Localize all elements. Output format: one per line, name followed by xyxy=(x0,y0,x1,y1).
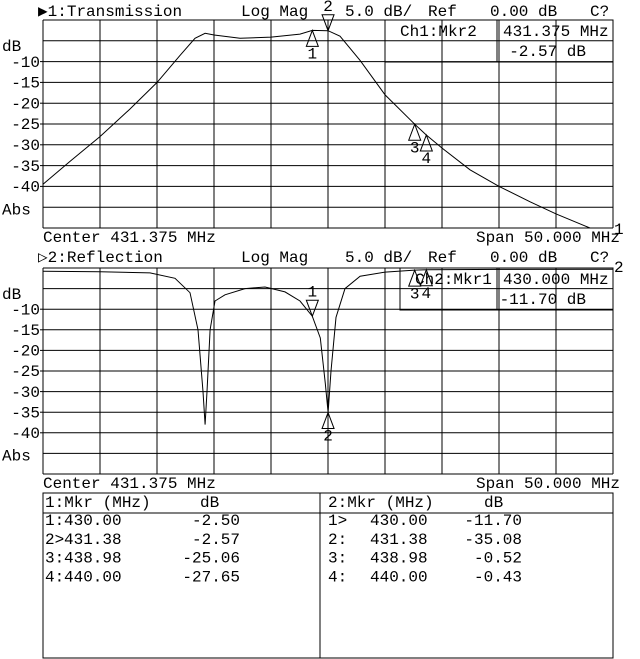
center-label: Center 431.375 MHz xyxy=(43,475,216,493)
header-format: Log Mag xyxy=(241,249,308,267)
y-tick-label: -40 xyxy=(11,179,40,197)
marker-label: 3 xyxy=(410,285,420,303)
table-cell: -35.08 xyxy=(464,531,522,549)
marker xyxy=(419,268,434,287)
table-cell: -2.50 xyxy=(192,512,240,530)
table-cell: 3: xyxy=(45,550,64,568)
y-tick-label: -30 xyxy=(11,137,40,155)
header-ref-value: 0.00 dB xyxy=(490,249,557,267)
y-tick-label: -35 xyxy=(11,404,40,422)
header-title: ▷2:Reflection xyxy=(38,249,163,267)
y-tick-label: -25 xyxy=(11,116,40,134)
marker xyxy=(321,411,335,430)
marker-label: 3 xyxy=(410,139,420,157)
table-cell: 431.38 xyxy=(370,531,428,549)
header-ref-value: 0.00 dB xyxy=(490,3,557,21)
table-cell: -0.43 xyxy=(474,568,522,586)
header-title: ▶1:Transmission xyxy=(38,3,182,21)
marker xyxy=(305,28,320,47)
marker-label: 4 xyxy=(422,285,432,303)
y-tick-label: -15 xyxy=(11,75,40,93)
table-cell: 2: xyxy=(328,531,347,549)
marker xyxy=(321,14,335,33)
marker-label: 2 xyxy=(323,428,333,446)
readout-x: 430.000 MHz xyxy=(503,271,609,289)
y-label: dB xyxy=(2,38,21,56)
marker-label: 1 xyxy=(308,283,318,301)
table-header: 2:Mkr (MHz) xyxy=(328,494,434,512)
readout-x: 431.375 MHz xyxy=(503,23,609,41)
marker-label: 1 xyxy=(308,46,318,64)
table-cell: 430.00 xyxy=(64,512,122,530)
y-unit-label: Abs xyxy=(2,448,31,466)
y-tick-label: -20 xyxy=(11,343,40,361)
readout-marker: Ch1:Mkr2 xyxy=(400,23,477,41)
y-tick-label: -10 xyxy=(11,54,40,72)
table-cell: -2.57 xyxy=(192,531,240,549)
table-cell: 3: xyxy=(328,550,347,568)
y-tick-label: -35 xyxy=(11,158,40,176)
table-header: dB xyxy=(200,494,219,512)
y-tick-label: -25 xyxy=(11,363,40,381)
y-tick-label: -15 xyxy=(11,322,40,340)
header-scale: 5.0 dB/ xyxy=(345,3,412,21)
span-label: Span 50.000 MHz xyxy=(476,229,620,247)
table-cell: 1: xyxy=(45,512,64,530)
readout-value: -11.70 dB xyxy=(500,291,586,309)
table-cell: -11.70 xyxy=(464,512,522,530)
table-cell: 2> xyxy=(45,531,64,549)
center-label: Center 431.375 MHz xyxy=(43,229,216,247)
marker-label: 4 xyxy=(422,150,432,168)
table-cell: 440.00 xyxy=(64,568,122,586)
table-cell: 438.98 xyxy=(64,550,122,568)
readout-box xyxy=(399,267,614,311)
y-tick-label: -20 xyxy=(11,95,40,113)
table-header: 1:Mkr (MHz) xyxy=(45,494,151,512)
marker-label: 2 xyxy=(323,0,333,16)
table-cell: 431.38 xyxy=(64,531,122,549)
y-tick-label: -40 xyxy=(11,425,40,443)
table-frame xyxy=(42,492,614,659)
table-cell: 430.00 xyxy=(370,512,428,530)
table-cell: 438.98 xyxy=(370,550,428,568)
header-status: C? xyxy=(590,249,609,267)
readout-box xyxy=(384,19,614,63)
marker xyxy=(305,299,320,318)
ref-position: 1 xyxy=(614,221,624,239)
header-ref-label: Ref xyxy=(428,249,457,267)
table-cell: -0.52 xyxy=(474,550,522,568)
table-header: dB xyxy=(484,494,503,512)
y-tick-label: -10 xyxy=(11,301,40,319)
header-ref-label: Ref xyxy=(428,3,457,21)
table-cell: 1> xyxy=(328,512,347,530)
header-status: C? xyxy=(590,3,609,21)
readout-value: -2.57 dB xyxy=(509,43,586,61)
y-unit-label: Abs xyxy=(2,201,31,219)
trace xyxy=(42,29,591,229)
y-tick-label: -30 xyxy=(11,384,40,402)
table-cell: 4: xyxy=(328,568,347,586)
marker xyxy=(419,133,434,152)
table-cell: -27.65 xyxy=(182,568,240,586)
trace xyxy=(42,268,614,425)
header-scale: 5.0 dB/ xyxy=(345,249,412,267)
table-cell: 440.00 xyxy=(370,568,428,586)
span-label: Span 50.000 MHz xyxy=(476,475,620,493)
header-format: Log Mag xyxy=(241,3,308,21)
readout-marker: Ch2:Mkr1 xyxy=(415,271,492,289)
marker xyxy=(407,268,422,287)
table-cell: -25.06 xyxy=(182,550,240,568)
ref-position: 2 xyxy=(614,259,624,277)
marker xyxy=(407,122,422,141)
y-label: dB xyxy=(2,286,21,304)
table-cell: 4: xyxy=(45,568,64,586)
